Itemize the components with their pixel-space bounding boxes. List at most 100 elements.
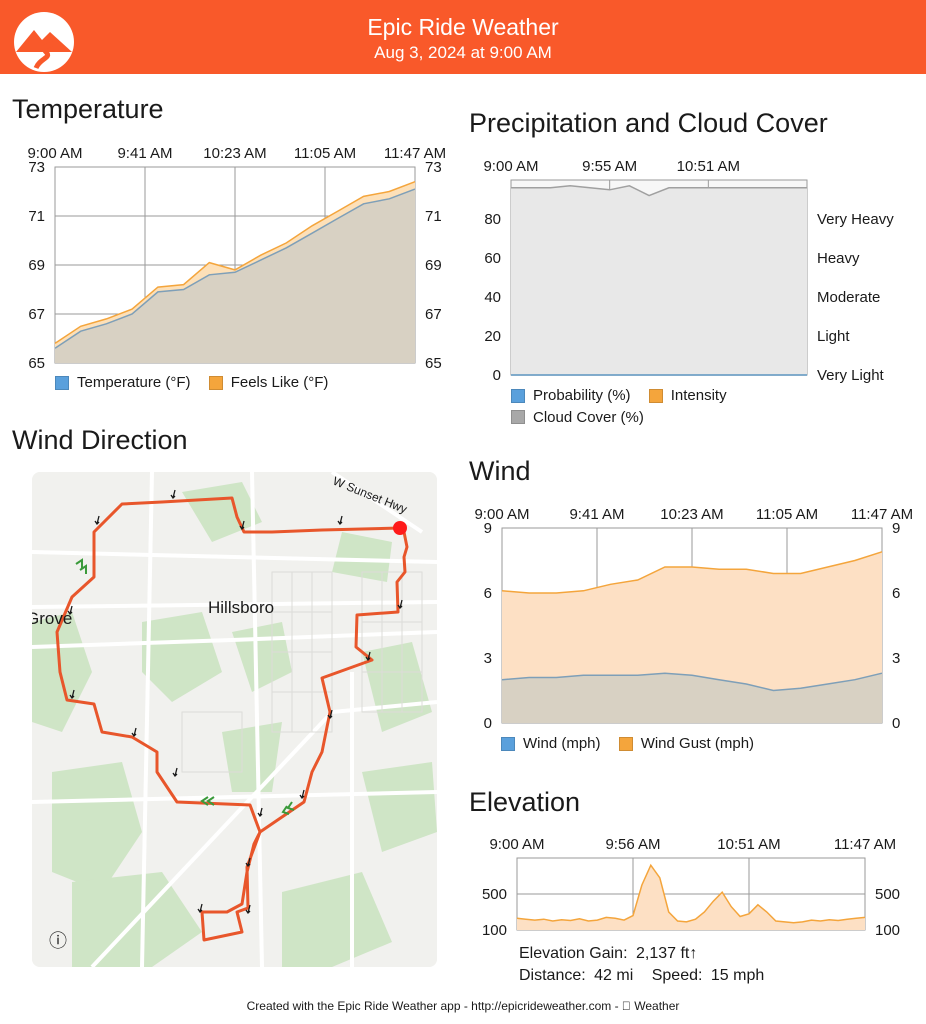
y-tick-label-right: 500 bbox=[875, 886, 900, 903]
y-tick-label-left: 71 bbox=[28, 208, 45, 225]
y-tick-label-right: 65 bbox=[425, 355, 442, 372]
legend-intensity: Intensity bbox=[648, 386, 727, 405]
y-tick-label-right: 6 bbox=[892, 585, 900, 602]
y-tick-label-left: 73 bbox=[28, 159, 45, 176]
wind-chart: 9:00 AM 9:41 AM 10:23 AM 11:05 AM 11:47 AM 0 0… bbox=[474, 506, 913, 732]
y-tick-label-right: 73 bbox=[425, 159, 442, 176]
y-tick-label-right: 3 bbox=[892, 650, 900, 667]
map-label-west: Grove bbox=[32, 609, 72, 628]
x-tick-label: 9:56 AM bbox=[605, 836, 660, 853]
series-line-0 bbox=[516, 863, 866, 924]
route-map[interactable]: Hillsboro Grove W Sunset Hwy ⓘ bbox=[32, 472, 437, 967]
y-tick-label-left: 65 bbox=[28, 355, 45, 372]
y-tick-label-right: Moderate bbox=[817, 289, 880, 306]
x-tick-label: 11:05 AM bbox=[294, 145, 356, 162]
y-tick-label-right: Very Light bbox=[817, 367, 885, 384]
x-tick-label: 11:47 AM bbox=[851, 506, 913, 523]
wind-direction-title: Wind Direction bbox=[12, 425, 188, 455]
series-line-1 bbox=[54, 180, 416, 345]
x-tick-label: 9:55 AM bbox=[582, 158, 637, 175]
map-label-city: Hillsboro bbox=[208, 598, 274, 617]
app-title: Epic Ride Weather bbox=[367, 14, 559, 40]
x-tick-label: 9:41 AM bbox=[117, 145, 172, 162]
wind-legend: Wind (mph) Wind Gust (mph) bbox=[501, 735, 768, 755]
y-tick-label-left: 3 bbox=[484, 650, 492, 667]
y-tick-label-right: 0 bbox=[892, 715, 900, 732]
x-tick-label: 9:41 AM bbox=[569, 506, 624, 523]
precipitation-legend: Probability (%) Intensity Cloud Cover (%… bbox=[511, 386, 741, 429]
y-tick-label-left: 67 bbox=[28, 306, 45, 323]
distance-value: 42 mi bbox=[594, 967, 634, 984]
distance-label: Distance: bbox=[519, 967, 586, 984]
x-tick-label: 10:51 AM bbox=[717, 836, 780, 853]
elevation-title: Elevation bbox=[469, 787, 581, 817]
y-tick-label-right: Heavy bbox=[817, 250, 860, 267]
precipitation-title: Precipitation and Cloud Cover bbox=[469, 108, 828, 138]
legend-wind-gust: Wind Gust (mph) bbox=[618, 735, 754, 752]
direction-chevron-icons bbox=[75, 558, 295, 815]
ride-stats: Elevation Gain: 2,137 ft↑ Distance: 42 m… bbox=[519, 943, 768, 987]
info-icon[interactable]: ⓘ bbox=[49, 931, 67, 951]
minor-roads bbox=[181, 571, 423, 773]
mountain-road-logo-icon bbox=[14, 12, 74, 72]
x-tick-label: 9:00 AM bbox=[483, 158, 538, 175]
y-tick-label-right: 100 bbox=[875, 922, 900, 939]
elevation-chart: 9:00 AM 9:56 AM 10:51 AM 11:47 AM 100 100 500 5… bbox=[482, 836, 900, 939]
y-tick-label-right: Very Heavy bbox=[817, 211, 894, 228]
y-tick-label-right: 69 bbox=[425, 257, 442, 274]
x-tick-label: 10:23 AM bbox=[660, 506, 723, 523]
wind-title: Wind bbox=[469, 456, 531, 486]
legend-probability: Probability (%) bbox=[511, 386, 631, 405]
y-tick-label-left: 40 bbox=[484, 289, 501, 306]
temperature-title: Temperature bbox=[12, 94, 164, 124]
speed-value: 15 mph bbox=[710, 967, 765, 984]
speed-label: Speed: bbox=[651, 967, 703, 984]
precipitation-chart: 9:00 AM 9:55 AM 10:51 AM 0 Very Light 20 Light… bbox=[483, 158, 894, 384]
x-tick-label: 11:05 AM bbox=[756, 506, 818, 523]
y-tick-label-left: 80 bbox=[484, 211, 501, 228]
footer-credit: Created with the Epic Ride Weather app -… bbox=[247, 999, 680, 1013]
series-area-0 bbox=[517, 865, 865, 930]
start-marker bbox=[393, 521, 407, 535]
series-line-2 bbox=[511, 185, 807, 197]
app-header: Epic Ride Weather Aug 3, 2024 at 9:00 AM bbox=[0, 0, 926, 74]
y-tick-label-left: 0 bbox=[484, 715, 492, 732]
series-area-0 bbox=[55, 189, 415, 363]
park-areas bbox=[32, 482, 437, 967]
ride-datetime: Aug 3, 2024 at 9:00 AM bbox=[374, 43, 552, 62]
y-tick-label-left: 69 bbox=[28, 257, 45, 274]
x-tick-label: 9:00 AM bbox=[489, 836, 544, 853]
y-tick-label-right: 67 bbox=[425, 306, 442, 323]
y-tick-label-right: 9 bbox=[892, 520, 900, 537]
temperature-legend: Temperature (°F) Feels Like (°F) bbox=[55, 374, 342, 394]
route-path bbox=[55, 496, 409, 942]
x-tick-label: 11:47 AM bbox=[834, 836, 896, 853]
y-tick-label-left: 60 bbox=[484, 250, 501, 267]
y-tick-label-right: 71 bbox=[425, 208, 442, 225]
route-map-canvas[interactable]: Hillsboro Grove W Sunset Hwy ⓘ bbox=[32, 472, 437, 967]
elevation-gain-label: Elevation Gain: bbox=[519, 945, 628, 962]
series-area-0 bbox=[502, 673, 882, 723]
x-tick-label: 10:23 AM bbox=[203, 145, 266, 162]
x-tick-label: 9:00 AM bbox=[474, 506, 529, 523]
legend-temperature: Temperature (°F) bbox=[55, 374, 191, 391]
y-tick-label-left: 6 bbox=[484, 585, 492, 602]
series-line-1 bbox=[501, 551, 883, 594]
y-tick-label-left: 0 bbox=[493, 367, 501, 384]
series-line-0 bbox=[54, 188, 416, 349]
series-line-0 bbox=[501, 672, 883, 692]
series-area-2 bbox=[511, 185, 807, 375]
x-tick-label: 11:47 AM bbox=[384, 145, 446, 162]
legend-wind: Wind (mph) bbox=[501, 735, 601, 752]
temperature-chart: 9:00 AM 9:41 AM 10:23 AM 11:05 AM 11:47 AM 65… bbox=[27, 145, 446, 372]
y-tick-label-left: 9 bbox=[484, 520, 492, 537]
y-tick-label-left: 20 bbox=[484, 328, 501, 345]
x-tick-label: 9:00 AM bbox=[27, 145, 82, 162]
y-tick-label-right: Light bbox=[817, 328, 850, 345]
y-tick-label-left: 100 bbox=[482, 922, 507, 939]
wind-arrow-icons bbox=[67, 489, 403, 915]
x-tick-label: 10:51 AM bbox=[677, 158, 740, 175]
legend-feels-like: Feels Like (°F) bbox=[208, 374, 328, 391]
legend-cloud-cover: Cloud Cover (%) bbox=[511, 408, 644, 427]
y-tick-label-left: 500 bbox=[482, 886, 507, 903]
